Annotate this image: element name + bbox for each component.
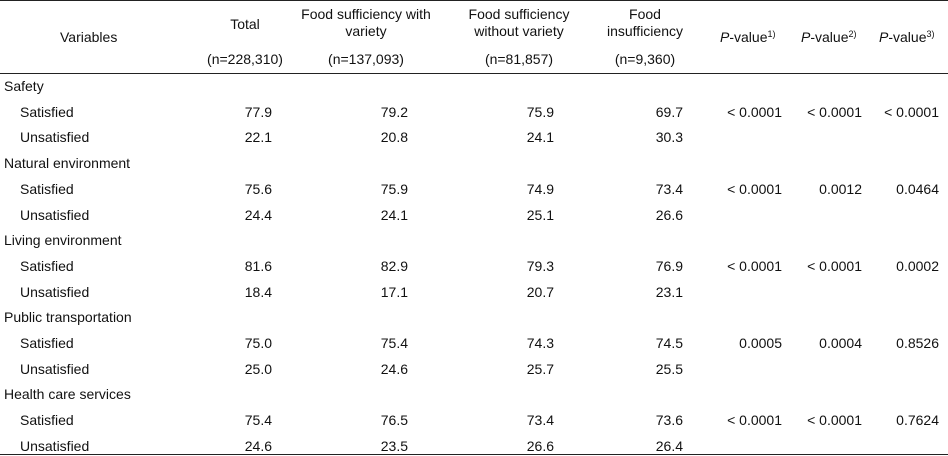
- value-cell: 20.7: [526, 283, 554, 300]
- pvalue-cell: 0.8526: [896, 335, 939, 351]
- value-cell: 22.1: [244, 129, 272, 146]
- value-cell: 18.4: [244, 283, 272, 300]
- value-cell: 23.1: [655, 283, 683, 300]
- pvalue-cell: < 0.0001: [727, 103, 782, 120]
- value-cell: 79.2: [380, 103, 408, 120]
- bottom-rule: [0, 454, 948, 455]
- pvalue-cell: 0.7624: [896, 412, 939, 429]
- value-cell: 24.6: [380, 360, 408, 377]
- pvalue-cell: < 0.0001: [727, 180, 782, 197]
- pvalue-cell: < 0.0001: [807, 412, 862, 429]
- value-cell: 74.5: [655, 335, 683, 351]
- value-cell: 75.6: [244, 180, 272, 197]
- header-total: Total: [230, 16, 260, 32]
- top-rule: [0, 0, 948, 1]
- row-label: Satisfied: [20, 103, 74, 120]
- value-cell: 75.4: [380, 335, 408, 351]
- header-rule: [0, 73, 948, 74]
- header-total-n: (n=228,310): [207, 51, 283, 67]
- header-food-insufficiency: Food insufficiency: [590, 6, 700, 40]
- section-label: Health care services: [4, 386, 131, 403]
- value-cell: 25.5: [655, 360, 683, 377]
- value-cell: 73.4: [655, 180, 683, 197]
- header-col2-line1: Food sufficiency with: [301, 6, 431, 22]
- value-cell: 73.4: [526, 412, 554, 429]
- pvalue-cell: < 0.0001: [807, 103, 862, 120]
- row-label: Unsatisfied: [20, 206, 90, 223]
- header-pvalue-1: P-value1): [720, 29, 776, 45]
- value-cell: 75.0: [244, 335, 272, 351]
- value-cell: 74.3: [526, 335, 554, 351]
- header-food-sufficiency-without-variety: Food sufficiency without variety: [449, 6, 589, 40]
- pvalue-cell: < 0.0001: [727, 257, 782, 274]
- value-cell: 25.7: [526, 360, 554, 377]
- header-col3-line1: Food sufficiency: [468, 6, 570, 22]
- value-cell: 75.9: [526, 103, 554, 120]
- pvalue-cell: < 0.0001: [727, 412, 782, 429]
- header-food-sufficiency-with-variety: Food sufficiency with variety: [296, 6, 436, 40]
- section-label: Safety: [4, 78, 44, 94]
- value-cell: 17.1: [380, 283, 408, 300]
- section-label: Natural environment: [4, 155, 131, 172]
- value-cell: 69.7: [655, 103, 683, 120]
- header-col3-line2: without variety: [474, 23, 564, 39]
- value-cell: 73.6: [655, 412, 683, 429]
- pvalue-cell: 0.0464: [896, 180, 939, 197]
- value-cell: 74.9: [526, 180, 554, 197]
- row-label: Satisfied: [20, 412, 74, 429]
- header-col4-line2: insufficiency: [606, 23, 683, 39]
- value-cell: 24.6: [244, 437, 272, 454]
- pvalue-cell: 0.0004: [819, 335, 862, 351]
- value-cell: 77.9: [244, 103, 272, 120]
- row-label: Satisfied: [20, 257, 74, 274]
- pvalue-cell: 0.0005: [739, 335, 782, 351]
- value-cell: 25.0: [244, 360, 272, 377]
- value-cell: 75.4: [244, 412, 272, 429]
- header-pvalue-2: P-value2): [801, 29, 857, 45]
- value-cell: 24.4: [244, 206, 272, 223]
- value-cell: 24.1: [526, 129, 554, 146]
- value-cell: 30.3: [655, 129, 683, 146]
- value-cell: 20.8: [380, 129, 408, 146]
- value-cell: 25.1: [526, 206, 554, 223]
- header-col2-n: (n=137,093): [328, 51, 404, 67]
- section-label: Living environment: [4, 232, 122, 249]
- value-cell: 26.6: [526, 437, 554, 454]
- header-col4-line1: Food: [629, 6, 661, 22]
- header-col2-line2: variety: [345, 23, 387, 39]
- section-label: Public transportation: [4, 309, 132, 326]
- row-label: Unsatisfied: [20, 129, 90, 146]
- row-label: Unsatisfied: [20, 283, 90, 300]
- row-label: Unsatisfied: [20, 360, 90, 377]
- value-cell: 23.5: [380, 437, 408, 454]
- value-cell: 82.9: [380, 257, 408, 274]
- value-cell: 79.3: [526, 257, 554, 274]
- value-cell: 76.9: [655, 257, 683, 274]
- pvalue-cell: < 0.0001: [807, 257, 862, 274]
- header-pvalue-3: P-value3): [879, 29, 935, 45]
- value-cell: 26.4: [655, 437, 683, 454]
- pvalue-cell: 0.0002: [896, 257, 939, 274]
- value-cell: 81.6: [244, 257, 272, 274]
- header-col3-n: (n=81,857): [484, 51, 554, 67]
- value-cell: 76.5: [380, 412, 408, 429]
- header-variables: Variables: [60, 29, 118, 45]
- header-col4-n: (n=9,360): [614, 51, 676, 67]
- pvalue-cell: < 0.0001: [884, 103, 939, 120]
- value-cell: 75.9: [380, 180, 408, 197]
- row-label: Unsatisfied: [20, 437, 90, 454]
- row-label: Satisfied: [20, 180, 74, 197]
- value-cell: 26.6: [655, 206, 683, 223]
- value-cell: 24.1: [380, 206, 408, 223]
- row-label: Satisfied: [20, 335, 74, 351]
- pvalue-cell: 0.0012: [819, 180, 862, 197]
